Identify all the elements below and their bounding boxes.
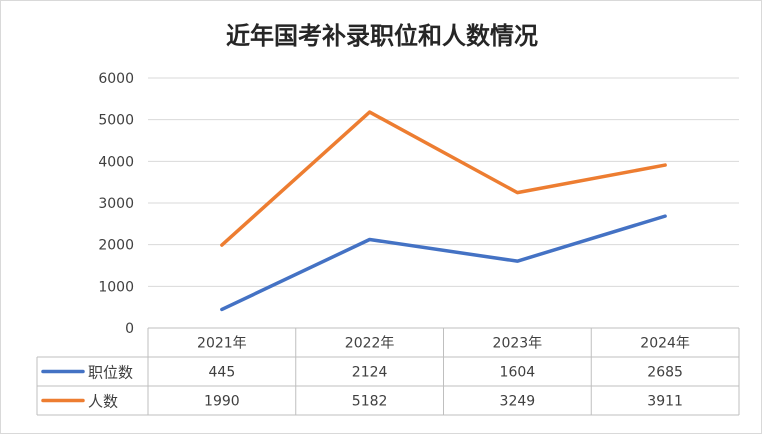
data-table-value: 1604 bbox=[500, 365, 536, 381]
y-axis: 0 1000 2000 3000 4000 5000 6000 bbox=[98, 71, 134, 337]
x-category-label: 2021年 bbox=[197, 336, 247, 352]
y-tick-label: 6000 bbox=[98, 71, 134, 87]
series-line bbox=[220, 110, 667, 247]
legend-label: 人数 bbox=[88, 393, 118, 411]
gridlines bbox=[148, 77, 739, 287]
data-table-value: 3911 bbox=[647, 394, 683, 410]
y-tick-label: 1000 bbox=[98, 279, 134, 295]
x-category-label: 2023年 bbox=[493, 336, 543, 352]
chart-title: 近年国考补录职位和人数情况 bbox=[226, 21, 538, 50]
y-tick-label: 5000 bbox=[98, 113, 134, 129]
data-table-value: 445 bbox=[209, 365, 236, 381]
legend-label: 职位数 bbox=[88, 364, 133, 382]
data-table-value: 5182 bbox=[352, 394, 388, 410]
data-table-value: 1990 bbox=[204, 394, 240, 410]
x-category-label: 2022年 bbox=[345, 336, 395, 352]
series-line bbox=[220, 214, 667, 312]
y-tick-label: 3000 bbox=[98, 196, 134, 212]
y-tick-label: 0 bbox=[125, 321, 134, 337]
data-table-value: 2124 bbox=[352, 365, 388, 381]
y-tick-label: 2000 bbox=[98, 238, 134, 254]
plot-area bbox=[220, 110, 667, 312]
data-table-value: 3249 bbox=[500, 394, 536, 410]
x-category-label: 2024年 bbox=[640, 336, 690, 352]
y-tick-label: 4000 bbox=[98, 154, 134, 170]
data-table-value: 2685 bbox=[647, 365, 683, 381]
